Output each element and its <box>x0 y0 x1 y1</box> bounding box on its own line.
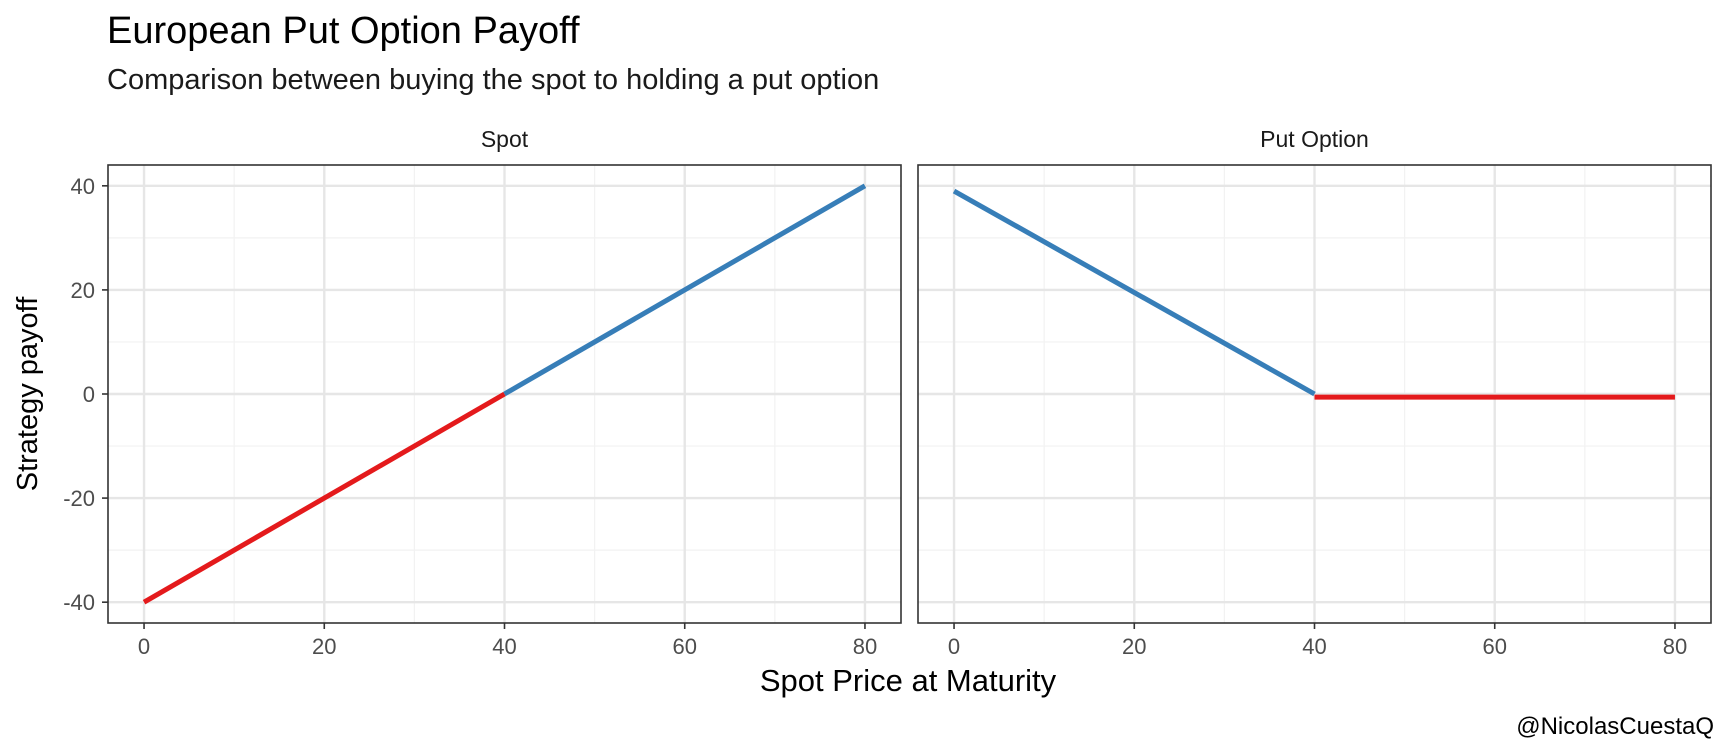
facet-strip-label: Put Option <box>1260 126 1369 152</box>
x-tick-label: 80 <box>1663 634 1687 659</box>
chart-title: European Put Option Payoff <box>107 10 580 52</box>
x-tick-label: 20 <box>1122 634 1146 659</box>
y-tick-label: 40 <box>71 174 95 199</box>
x-tick-label: 20 <box>312 634 336 659</box>
y-tick-label: 0 <box>83 382 95 407</box>
y-tick-label: 20 <box>71 278 95 303</box>
x-tick-label: 0 <box>948 634 960 659</box>
series-segment-2 <box>503 183 867 397</box>
y-tick-label: -20 <box>63 486 95 511</box>
x-tick-label: 60 <box>1482 634 1506 659</box>
series-segment-1 <box>952 188 1316 397</box>
x-tick-label: 60 <box>672 634 696 659</box>
x-tick-label: 40 <box>1302 634 1326 659</box>
facet-strip-label: Spot <box>481 126 529 152</box>
x-tick-label: 40 <box>492 634 516 659</box>
x-tick-label: 0 <box>138 634 150 659</box>
chart-subtitle: Comparison between buying the spot to ho… <box>107 64 880 96</box>
facet-panel-2: Put Option 0 20 40 60 80 <box>917 126 1712 659</box>
series-segment-1 <box>142 391 506 605</box>
x-tick-label: 80 <box>853 634 877 659</box>
y-tick-label: -40 <box>63 590 95 615</box>
x-axis-label: Spot Price at Maturity <box>759 663 1057 698</box>
caption: @NicolasCuestaQ <box>1516 713 1714 740</box>
facet-panel-1: Spot 0 20 40 60 80 -40 -20 0 20 40 <box>63 126 902 659</box>
